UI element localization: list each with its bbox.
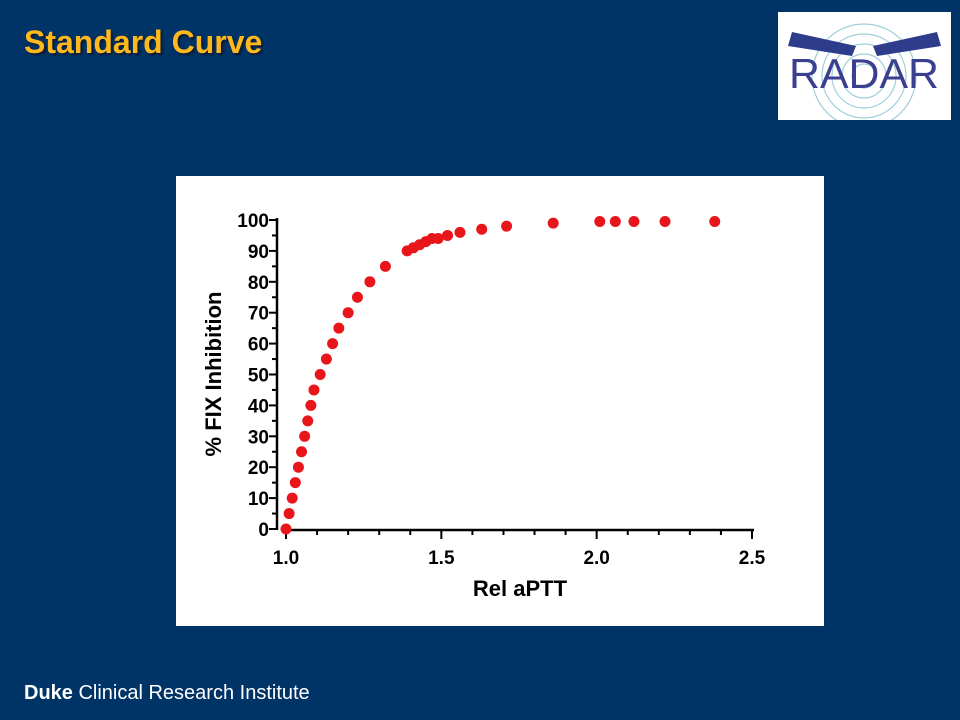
data-point [314, 369, 326, 380]
footer-institution: Duke Clinical Research Institute [24, 682, 310, 705]
x-tick-label: 1.0 [273, 548, 299, 569]
data-point [299, 430, 311, 442]
data-point [327, 338, 339, 350]
data-point [364, 276, 376, 288]
data-point [609, 216, 621, 228]
data-point [308, 384, 320, 396]
y-tick-label: 70 [248, 304, 269, 325]
data-point [659, 216, 671, 228]
y-tick-label: 10 [248, 489, 269, 510]
chart-axes: 0 10 20 30 40 50 60 70 80 90 100 1.0 1.5 2.0 2.5 [237, 211, 765, 569]
chart-panel: 0 10 20 30 40 50 60 70 80 90 100 1.0 1.5 2.0 2.5 Rel a… [176, 176, 824, 626]
x-tick-label: 1.5 [428, 548, 455, 569]
data-point [302, 415, 314, 427]
data-point [594, 216, 606, 228]
data-point [289, 477, 301, 489]
chart-points [280, 216, 721, 535]
data-point [442, 229, 454, 241]
y-tick-label: 60 [248, 335, 269, 356]
data-point [501, 220, 513, 232]
data-point [296, 446, 308, 458]
data-point [547, 217, 559, 229]
scatter-chart: 0 10 20 30 40 50 60 70 80 90 100 1.0 1.5 2.0 2.5 Rel a… [201, 211, 766, 601]
data-point [280, 523, 292, 535]
y-axis-label: % FIX Inhibition [201, 292, 226, 457]
x-tick-label: 2.5 [739, 548, 766, 569]
data-point [292, 461, 304, 473]
footer-brand: Duke [24, 682, 73, 704]
data-point [432, 233, 444, 245]
data-point [709, 216, 721, 228]
slide-title: Standard Curve [24, 24, 263, 60]
footer-text: Clinical Research Institute [72, 682, 310, 704]
data-point [283, 508, 295, 520]
data-point [351, 291, 363, 303]
data-point [305, 399, 317, 411]
y-tick-label: 90 [248, 242, 269, 263]
radar-logo-icon: RADAR [788, 23, 941, 120]
x-axis-label: Rel aPTT [473, 576, 568, 601]
y-tick-label: 30 [248, 427, 269, 448]
data-point [476, 223, 488, 235]
y-tick-label: 0 [258, 520, 269, 541]
data-point [379, 260, 391, 272]
y-tick-label: 50 [248, 366, 269, 387]
y-tick-label: 80 [248, 273, 269, 294]
data-point [286, 492, 298, 504]
data-point [342, 307, 354, 319]
radar-logo: RADAR [778, 12, 951, 120]
data-point [320, 353, 332, 365]
y-tick-label: 100 [237, 211, 269, 232]
y-tick-label: 40 [248, 396, 269, 417]
data-point [454, 226, 466, 238]
data-point [628, 216, 640, 228]
logo-text: RADAR [789, 50, 939, 97]
data-point [333, 322, 345, 334]
x-tick-label: 2.0 [583, 548, 609, 569]
y-tick-label: 20 [248, 458, 269, 479]
